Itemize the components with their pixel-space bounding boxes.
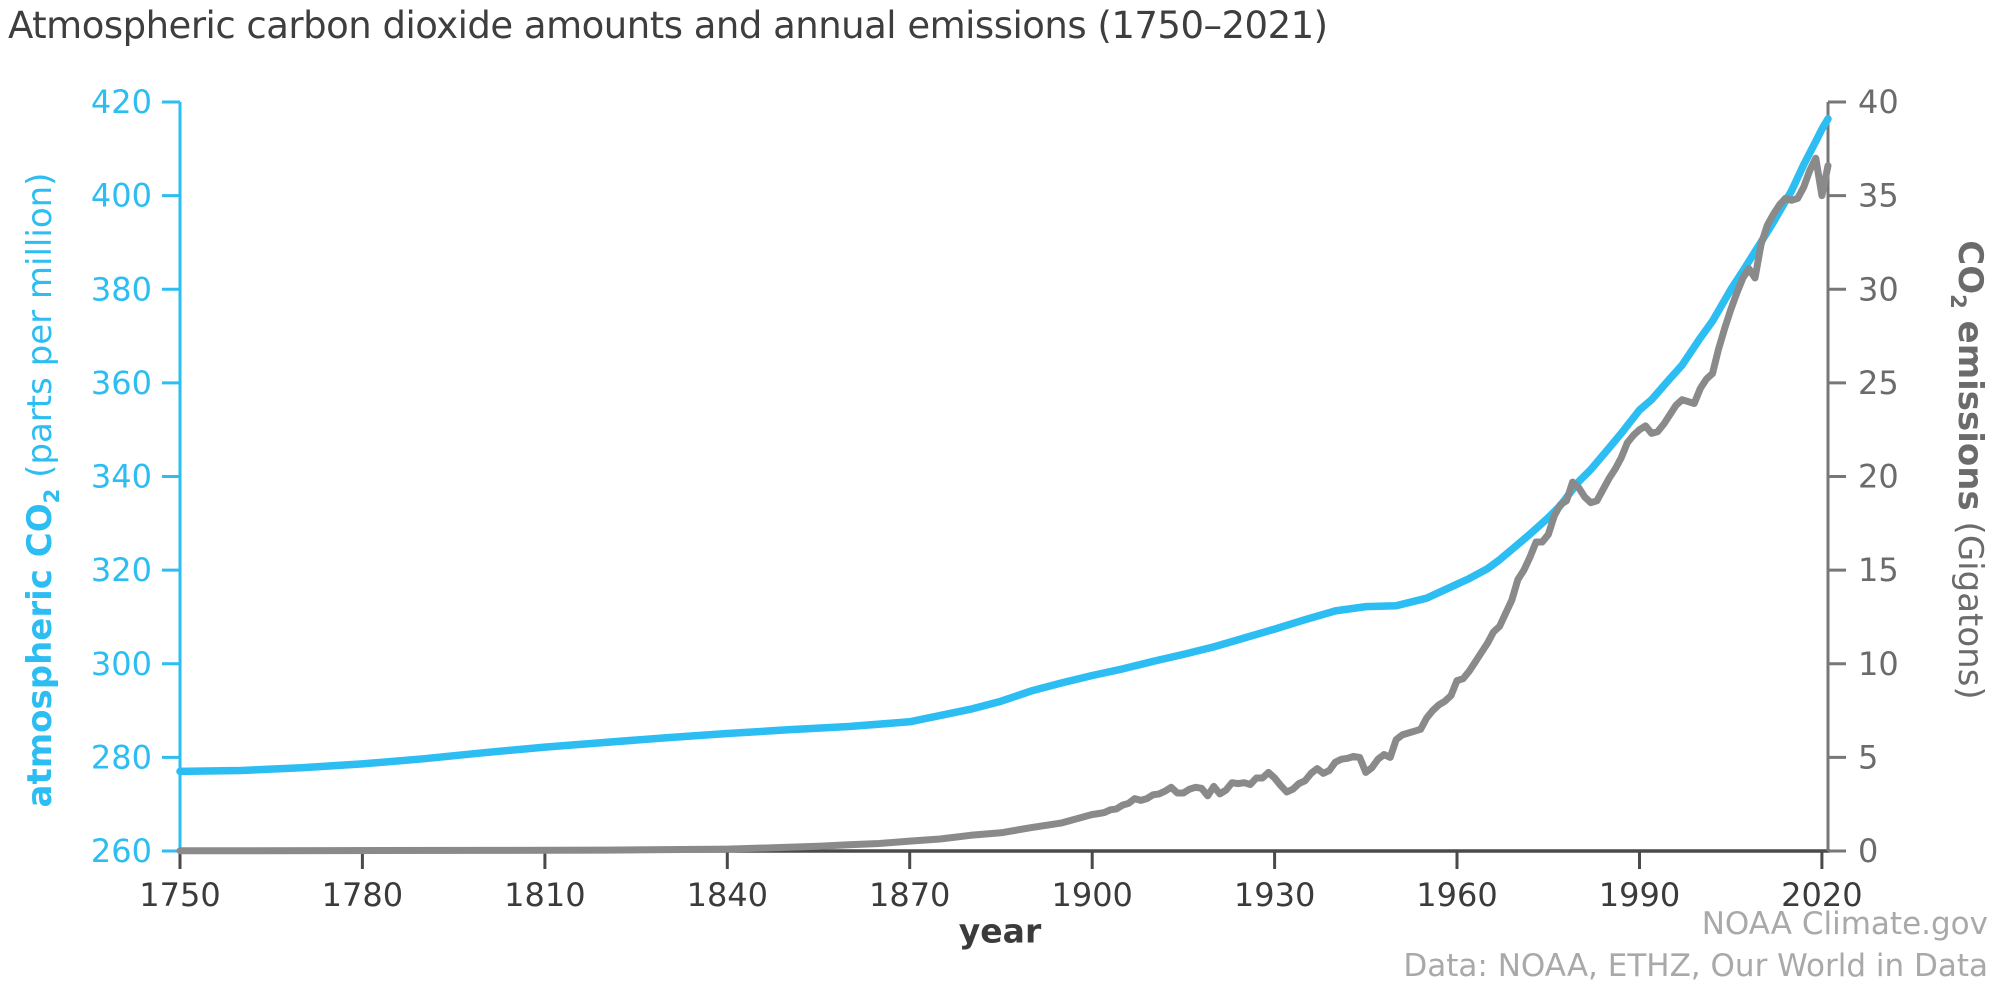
left-tick-label: 300 bbox=[91, 645, 152, 683]
x-tick-label: 1840 bbox=[687, 876, 768, 914]
right-tick-label: 0 bbox=[1858, 832, 1878, 870]
x-tick-label: 1960 bbox=[1416, 876, 1497, 914]
left-axis-label-units: (parts per million) bbox=[20, 172, 60, 489]
chart-title: Atmospheric carbon dioxide amounts and a… bbox=[8, 4, 1328, 47]
left-tick-label: 260 bbox=[91, 832, 152, 870]
right-tick-label: 30 bbox=[1858, 270, 1899, 308]
co2-emissions-line bbox=[176, 154, 1832, 855]
x-tick-label: 2020 bbox=[1781, 876, 1862, 914]
x-tick-label: 1870 bbox=[869, 876, 950, 914]
left-tick-label: 400 bbox=[91, 177, 152, 215]
x-tick-label: 1750 bbox=[139, 876, 220, 914]
co2-subscript: 2 bbox=[38, 488, 64, 504]
right-tick-label: 5 bbox=[1858, 738, 1878, 776]
left-tick-label: 420 bbox=[91, 83, 152, 121]
x-tick-label: 1930 bbox=[1234, 876, 1315, 914]
right-tick-label: 20 bbox=[1858, 458, 1899, 496]
left-axis-label-bold: atmospheric CO2 bbox=[20, 488, 64, 808]
co2-subscript: 2 bbox=[1946, 294, 1972, 309]
right-tick-label: 35 bbox=[1858, 177, 1899, 215]
right-tick-label: 15 bbox=[1858, 551, 1899, 589]
right-tick-label: 10 bbox=[1858, 645, 1899, 683]
x-tick-label: 1810 bbox=[504, 876, 585, 914]
right-axis-label: CO2 emissions (Gigatons) bbox=[1946, 240, 1990, 700]
right-axis-label-units: (Gigatons) bbox=[1950, 510, 1990, 700]
left-axis-label: atmospheric CO2 (parts per million) bbox=[20, 172, 64, 808]
left-tick-label: 360 bbox=[91, 364, 152, 402]
left-tick-label: 340 bbox=[91, 458, 152, 496]
right-tick-label: 25 bbox=[1858, 364, 1899, 402]
right-tick-label: 40 bbox=[1858, 83, 1899, 121]
x-tick-label: 1990 bbox=[1599, 876, 1680, 914]
x-axis-label: year bbox=[958, 911, 1042, 951]
left-tick-label: 280 bbox=[91, 738, 152, 776]
x-tick-label: 1900 bbox=[1051, 876, 1132, 914]
credit-noaa-climate: NOAA Climate.gov bbox=[1701, 906, 1988, 942]
right-axis-label-bold: CO2 emissions bbox=[1946, 240, 1990, 511]
left-tick-label: 320 bbox=[91, 551, 152, 589]
x-tick-label: 1780 bbox=[322, 876, 403, 914]
credit-data-sources: Data: NOAA, ETHZ, Our World in Data bbox=[1403, 948, 1988, 984]
co2-concentration-line bbox=[176, 115, 1832, 776]
left-tick-label: 380 bbox=[91, 270, 152, 308]
